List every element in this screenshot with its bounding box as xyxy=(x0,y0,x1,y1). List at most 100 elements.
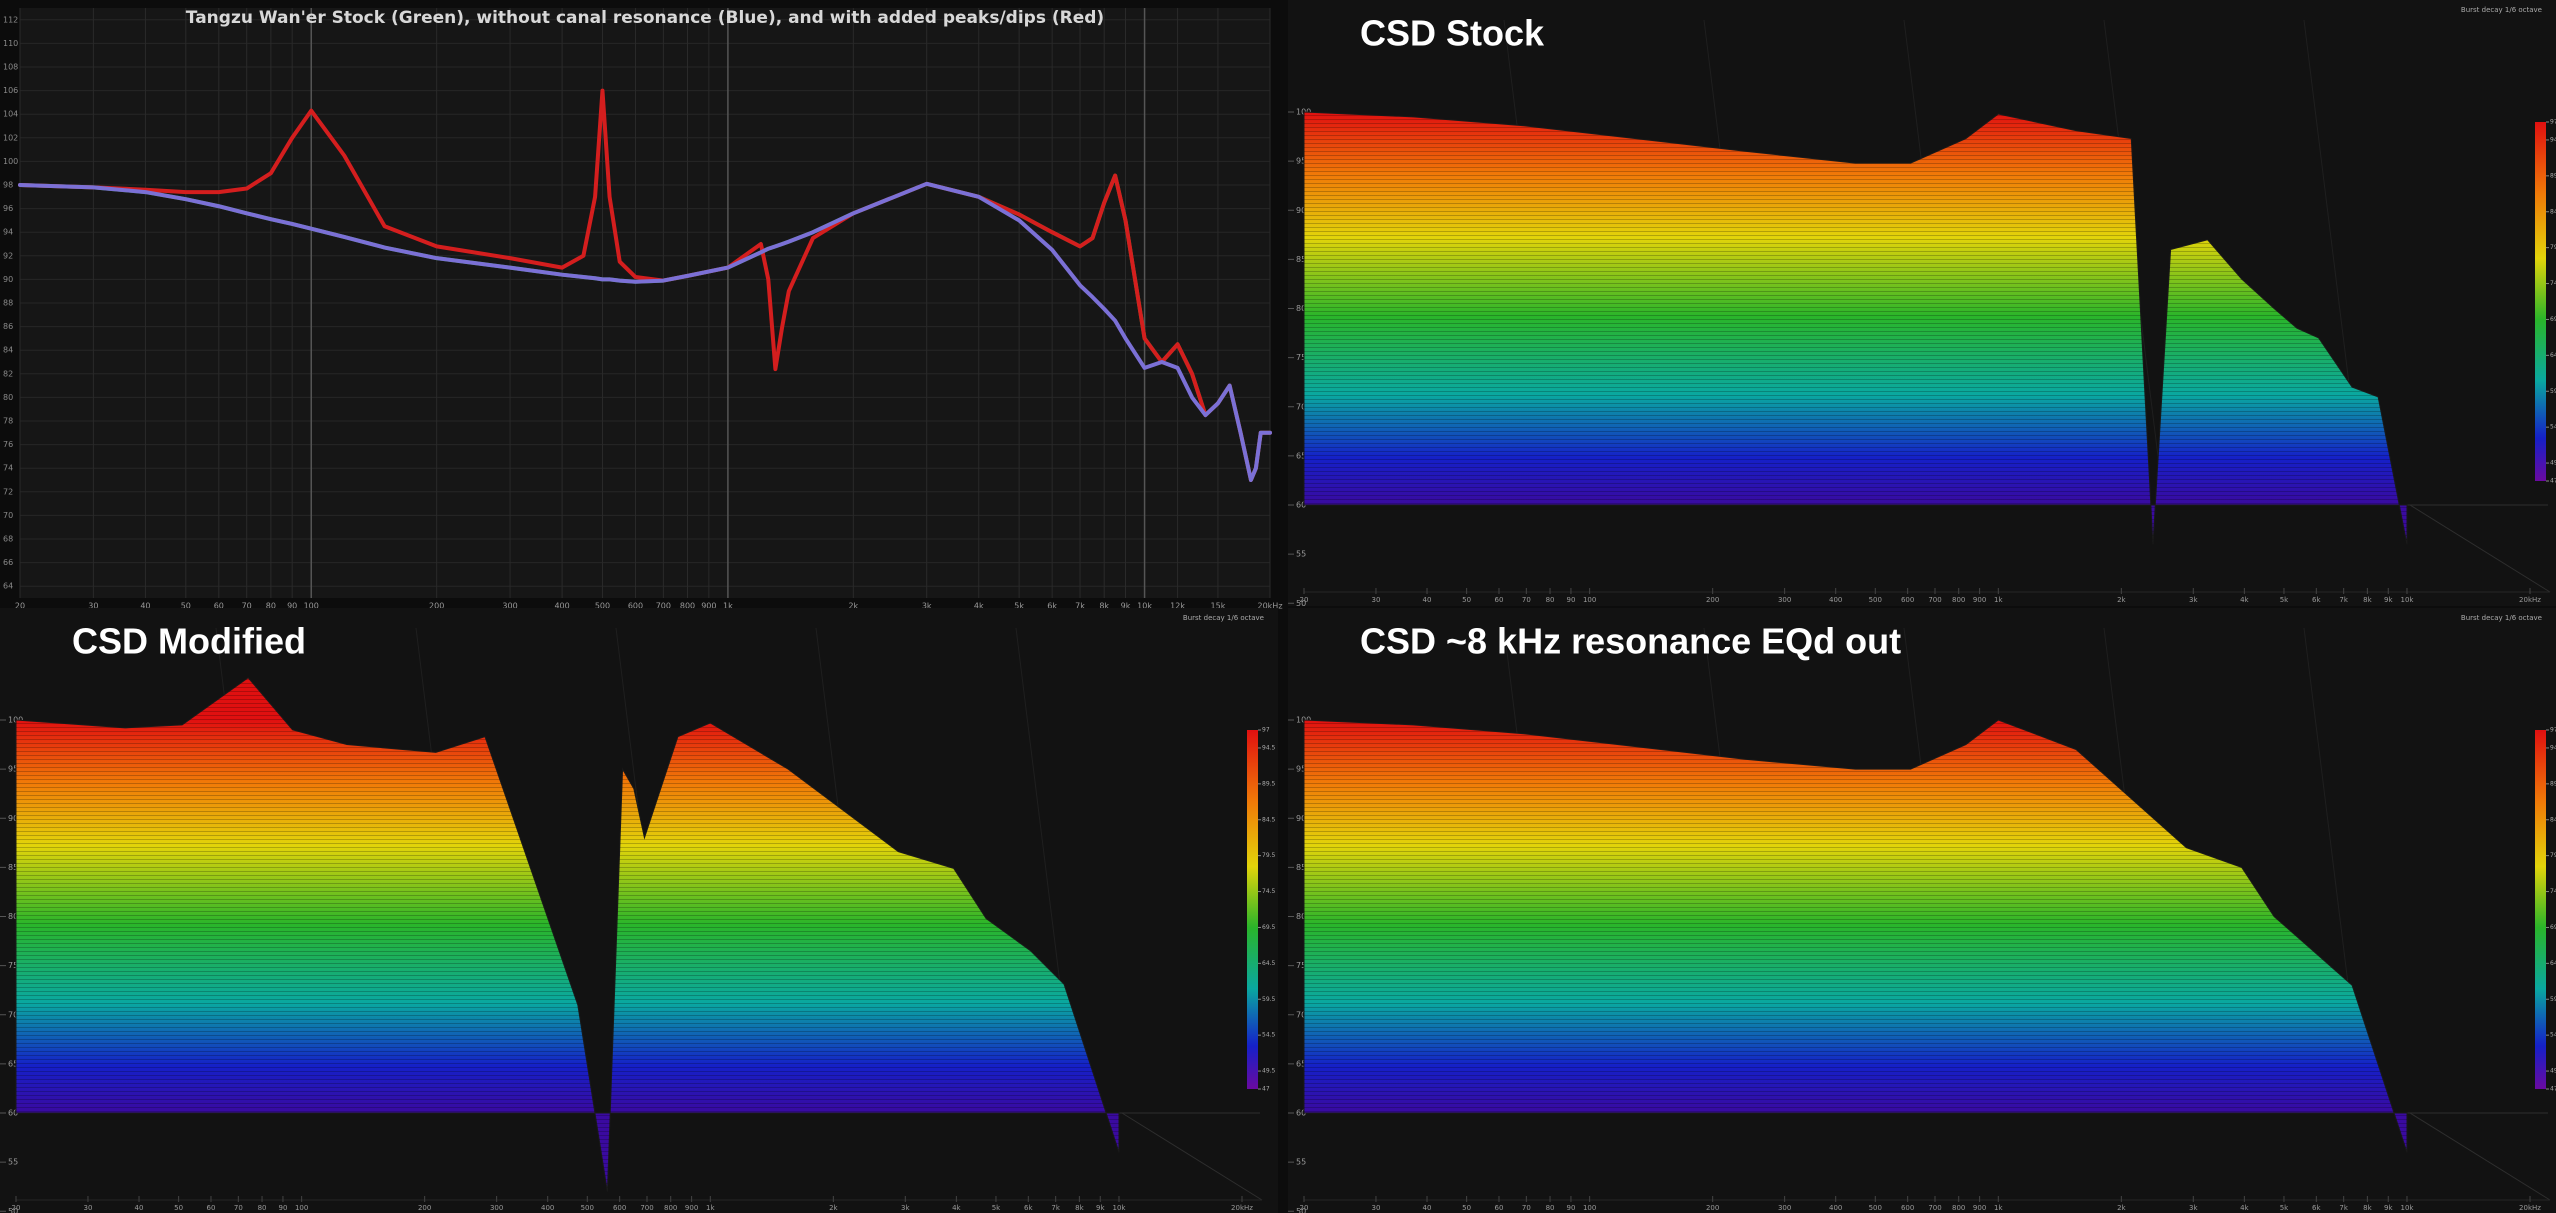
x-tick-label: 60 xyxy=(1495,1204,1504,1212)
x-tick-label: 100 xyxy=(304,602,319,611)
colorbar-label: 97 xyxy=(1262,727,1270,734)
y-tick-label: 94 xyxy=(3,228,13,237)
y-tick-label: 85 xyxy=(1296,863,1306,872)
colorbar-label: 74.5 xyxy=(2550,280,2556,287)
note: Burst decay 1/6 octave xyxy=(2461,6,2542,14)
note: Burst decay 1/6 octave xyxy=(2461,614,2542,622)
y-tick-label: 106 xyxy=(3,86,18,95)
x-tick-label: 300 xyxy=(1778,1204,1791,1212)
x-tick-label: 40 xyxy=(135,1204,144,1212)
x-tick-label: 700 xyxy=(1928,596,1941,604)
x-tick-label: 10k xyxy=(1112,1204,1126,1212)
x-tick-label: 20kHz xyxy=(1231,1204,1253,1212)
x-tick-label: 10k xyxy=(2400,1204,2414,1212)
x-tick-label: 20 xyxy=(1300,596,1309,604)
x-tick-label: 200 xyxy=(1706,1204,1719,1212)
y-tick-label: 65 xyxy=(1296,1059,1306,1068)
floor-line xyxy=(1121,1112,1263,1201)
x-tick-label: 4k xyxy=(2240,1204,2249,1212)
y-tick-label: 70 xyxy=(1296,402,1306,411)
x-tick-label: 7k xyxy=(1051,1204,1060,1212)
x-tick-label: 4k xyxy=(952,1204,961,1212)
waterfall-slices xyxy=(1304,720,2407,1153)
colorbar-label: 47 xyxy=(1262,1086,1270,1093)
x-tick-label: 40 xyxy=(140,602,150,611)
colorbar-label: 69.5 xyxy=(2550,924,2556,931)
x-tick-label: 300 xyxy=(502,602,517,611)
x-tick-label: 30 xyxy=(88,602,98,611)
x-tick-label: 2k xyxy=(2117,1204,2126,1212)
x-tick-label: 7k xyxy=(2339,596,2348,604)
y-tick-label: 50 xyxy=(8,1207,18,1213)
x-tick-label: 100 xyxy=(295,1204,308,1212)
colorbar-label: 84.5 xyxy=(1262,816,1276,823)
x-tick-label: 200 xyxy=(429,602,444,611)
x-tick-label: 200 xyxy=(418,1204,431,1212)
y-tick-label: 80 xyxy=(1296,912,1306,921)
chart-title: Tangzu Wan'er Stock (Green), without can… xyxy=(186,8,1104,28)
colorbar-label: 64.5 xyxy=(1262,960,1276,967)
x-tick-label: 80 xyxy=(258,1204,267,1212)
x-tick-label: 30 xyxy=(1372,1204,1381,1212)
x-tick-label: 7k xyxy=(2339,1204,2348,1212)
x-tick-label: 700 xyxy=(1928,1204,1941,1212)
y-tick-label: 75 xyxy=(8,961,18,970)
x-tick-label: 3k xyxy=(901,1204,910,1212)
x-tick-label: 50 xyxy=(181,602,191,611)
colorbar-label: 94.5 xyxy=(2550,744,2556,751)
x-tick-label: 9k xyxy=(2384,596,2393,604)
x-tick-label: 300 xyxy=(490,1204,503,1212)
colorbar-label: 47 xyxy=(2550,1086,2556,1093)
colorbar-label: 49.5 xyxy=(1262,1068,1276,1075)
x-tick-label: 800 xyxy=(1952,596,1965,604)
x-tick-label: 3k xyxy=(922,602,932,611)
y-tick-label: 102 xyxy=(3,133,18,142)
x-tick-label: 15k xyxy=(1211,602,1226,611)
y-tick-label: 112 xyxy=(3,15,18,24)
panel: 64 66 68 70 72 74 76 78 80 82 84 86 88 90 92 94 96 98 100 1… xyxy=(3,8,1283,611)
chart-title: CSD Modified xyxy=(72,621,306,662)
y-tick-label: 85 xyxy=(8,863,18,872)
x-tick-label: 50 xyxy=(174,1204,183,1212)
x-tick-label: 9k xyxy=(2384,1204,2393,1212)
y-tick-label: 64 xyxy=(3,582,13,591)
y-tick-label: 92 xyxy=(3,251,13,260)
y-tick-label: 50 xyxy=(1296,599,1306,608)
x-tick-label: 12k xyxy=(1170,602,1185,611)
x-tick-label: 800 xyxy=(680,602,695,611)
y-tick-label: 100 xyxy=(3,157,18,166)
x-tick-label: 60 xyxy=(207,1204,216,1212)
x-tick-label: 600 xyxy=(628,602,643,611)
x-tick-label: 700 xyxy=(656,602,671,611)
x-tick-label: 30 xyxy=(84,1204,93,1212)
x-tick-label: 70 xyxy=(1522,596,1531,604)
series-line xyxy=(18,88,1272,482)
y-tick-label: 90 xyxy=(3,275,13,284)
y-tick-label: 55 xyxy=(1296,550,1306,559)
x-tick-label: 50 xyxy=(1462,596,1471,604)
y-tick-label: 95 xyxy=(8,765,18,774)
x-tick-label: 500 xyxy=(581,1204,594,1212)
y-tick-label: 88 xyxy=(3,299,13,308)
x-tick-label: 8k xyxy=(2363,596,2372,604)
colorbar-label: 89.5 xyxy=(2550,780,2556,787)
x-tick-label: 2k xyxy=(2117,596,2126,604)
y-tick-label: 55 xyxy=(1296,1158,1306,1167)
x-tick-label: 5k xyxy=(1014,602,1024,611)
y-tick-label: 80 xyxy=(3,393,13,402)
x-tick-label: 10k xyxy=(2400,596,2414,604)
y-tick-label: 65 xyxy=(1296,451,1306,460)
x-tick-label: 20kHz xyxy=(1257,602,1282,611)
x-tick-label: 6k xyxy=(1024,1204,1033,1212)
x-tick-label: 400 xyxy=(1829,596,1842,604)
colorbar-label: 54.5 xyxy=(2550,424,2556,431)
y-tick-label: 95 xyxy=(1296,157,1306,166)
x-tick-label: 4k xyxy=(974,602,984,611)
x-tick-label: 80 xyxy=(1546,1204,1555,1212)
x-tick-label: 80 xyxy=(1546,596,1555,604)
x-tick-label: 6k xyxy=(2312,1204,2321,1212)
y-tick-label: 86 xyxy=(3,322,13,331)
colorbar-label: 89.5 xyxy=(2550,172,2556,179)
x-tick-label: 90 xyxy=(1566,1204,1575,1212)
